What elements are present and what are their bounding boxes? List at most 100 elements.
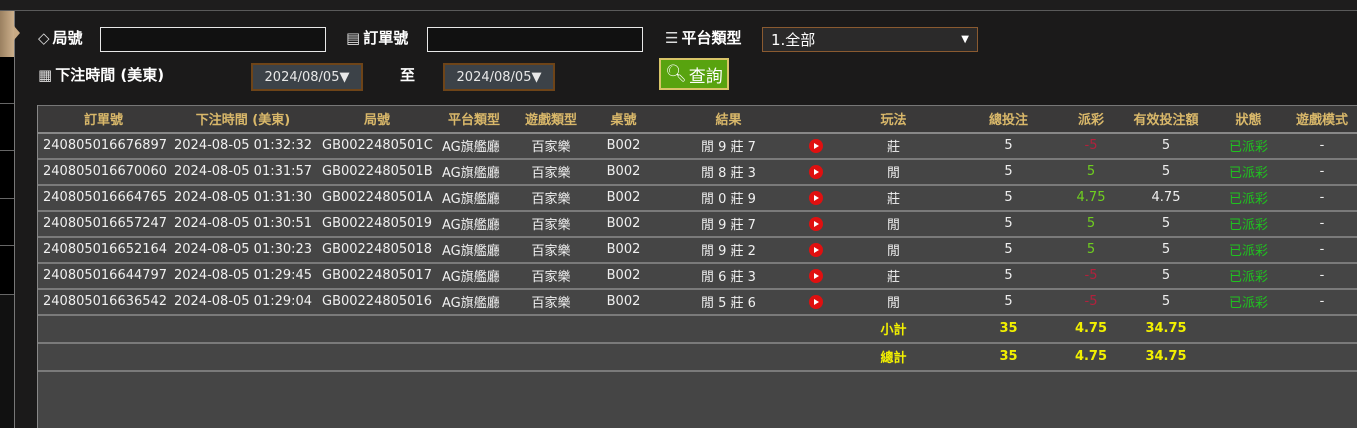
side-tab-active[interactable] (0, 11, 14, 57)
cell: 5 (1121, 288, 1211, 316)
play-video-icon[interactable] (809, 242, 823, 257)
cell: 閒 9 莊 7 (656, 210, 801, 238)
cell (38, 342, 169, 372)
replay-cell (801, 288, 831, 316)
cell: B002 (591, 158, 656, 186)
cell (437, 342, 511, 372)
cell: 已派彩 (1211, 184, 1286, 212)
cell: - (1286, 158, 1357, 186)
play-video-icon[interactable] (809, 164, 823, 179)
date-to-picker[interactable]: 2024/08/05▼ (443, 63, 555, 91)
cell: 240805016670060 (38, 158, 169, 186)
cell: 5 (956, 288, 1061, 316)
play-video-icon[interactable] (809, 216, 823, 231)
cell: -5 (1061, 262, 1121, 290)
server-list-icon: ☰ (665, 28, 679, 47)
column-header: 訂單號 (38, 105, 169, 134)
query-button[interactable]: 🔍︎ 查詢 (659, 58, 729, 90)
cell: 34.75 (1121, 342, 1211, 372)
cell: 5 (1061, 236, 1121, 264)
side-tab[interactable] (0, 199, 14, 246)
cell: 閒 9 莊 7 (656, 132, 801, 160)
cell: AG旗艦廳 (437, 158, 511, 186)
platform-select-value: 1.全部 (771, 31, 816, 49)
cell (317, 342, 437, 372)
search-icon: 🔍︎ (665, 64, 687, 84)
to-label: 至 (400, 66, 416, 84)
cell: 240805016664765 (38, 184, 169, 212)
play-video-icon[interactable] (809, 190, 823, 205)
column-header: 狀態 (1211, 105, 1286, 134)
cell: 百家樂 (511, 184, 591, 212)
tag-icon: ◇ (38, 28, 50, 47)
cell: 240805016676897 (38, 132, 169, 160)
cell: B002 (591, 132, 656, 160)
cell: GB00224805016 (317, 288, 437, 316)
cell: AG旗艦廳 (437, 210, 511, 238)
cell: GB00224805017 (317, 262, 437, 290)
round-input[interactable] (100, 27, 326, 52)
bet-time-label: ▦ 下注時間 (美東) (38, 64, 164, 85)
cell: 閒 5 莊 6 (656, 288, 801, 316)
cell: 已派彩 (1211, 158, 1286, 186)
cell (169, 342, 317, 372)
subtotal-row: 小計 35 4.75 34.75 (38, 314, 1357, 344)
side-tab[interactable] (0, 246, 14, 295)
query-label: 查詢 (688, 66, 723, 87)
side-tab[interactable] (0, 151, 14, 199)
play-video-icon[interactable] (809, 138, 823, 153)
cell: 百家樂 (511, 236, 591, 264)
cell (591, 342, 656, 372)
cell: AG旗艦廳 (437, 288, 511, 316)
order-input[interactable] (427, 27, 643, 52)
column-header: 玩法 (831, 105, 956, 134)
cell: 2024-08-05 01:29:04 (169, 288, 317, 316)
cell: - (1286, 184, 1357, 212)
column-header (801, 105, 831, 134)
column-header: 派彩 (1061, 105, 1121, 134)
grand_total-row: 總計 35 4.75 34.75 (38, 342, 1357, 372)
cell: - (1286, 262, 1357, 290)
cell: 5 (1061, 210, 1121, 238)
cell: 閒 6 莊 3 (656, 262, 801, 290)
cell: 2024-08-05 01:30:23 (169, 236, 317, 264)
clipboard-icon: ▤ (346, 28, 361, 47)
cell (801, 342, 831, 372)
cell: 5 (956, 132, 1061, 160)
cell: - (1286, 132, 1357, 160)
column-header: 有效投注額 (1121, 105, 1211, 134)
top-bar (0, 0, 1357, 11)
replay-cell (801, 132, 831, 160)
side-tab[interactable] (0, 57, 14, 104)
table-header: 訂單號 下注時間 (美東) 局號 平台類型 遊戲類型 桌號 結果 玩法 總投注 派彩 有效投注額 狀態… (38, 105, 1357, 134)
cell: 閒 (831, 158, 956, 186)
cell: 2024-08-05 01:31:30 (169, 184, 317, 212)
column-header: 平台類型 (437, 105, 511, 134)
replay-cell (801, 158, 831, 186)
column-header: 局號 (317, 105, 437, 134)
cell: 小計 (831, 314, 956, 344)
cell: 5 (956, 236, 1061, 264)
play-video-icon[interactable] (809, 294, 823, 309)
cell: 閒 (831, 288, 956, 316)
cell: 5 (956, 210, 1061, 238)
cell: 5 (956, 184, 1061, 212)
date-from-picker[interactable]: 2024/08/05▼ (251, 63, 363, 91)
side-tab[interactable] (0, 104, 14, 151)
platform-select[interactable]: 1.全部 ▼ (762, 27, 978, 52)
cell: AG旗艦廳 (437, 184, 511, 212)
cell: 已派彩 (1211, 236, 1286, 264)
cell: 百家樂 (511, 262, 591, 290)
play-video-icon[interactable] (809, 268, 823, 283)
chevron-down-icon: ▼ (961, 34, 969, 45)
cell: 4.75 (1121, 184, 1211, 212)
column-header: 遊戲模式 (1286, 105, 1357, 134)
cell: 百家樂 (511, 210, 591, 238)
order-label: ▤ 訂單號 (346, 27, 408, 48)
cell: 5 (1121, 132, 1211, 160)
replay-cell (801, 262, 831, 290)
cell: 閒 (831, 210, 956, 238)
column-header: 總投注 (956, 105, 1061, 134)
cell: -5 (1061, 288, 1121, 316)
cell: 4.75 (1061, 314, 1121, 344)
